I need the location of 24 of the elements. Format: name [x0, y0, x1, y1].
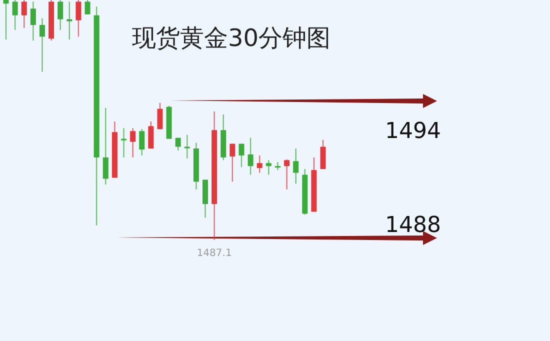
candlestick — [30, 1, 36, 42]
candlestick — [120, 128, 126, 158]
candlestick — [274, 162, 280, 171]
text: 1488 — [385, 213, 441, 238]
candlestick — [175, 137, 181, 152]
candlestick — [320, 139, 326, 170]
candlestick — [266, 160, 272, 176]
candlestick — [66, 1, 72, 40]
candlestick — [293, 148, 299, 184]
candlestick — [139, 128, 145, 156]
candlestick — [284, 158, 290, 190]
candlestick — [157, 102, 163, 130]
candlestick — [248, 137, 254, 176]
text: 1487.1 — [196, 248, 232, 259]
text: 现货黄金30分钟图 — [132, 24, 331, 52]
candlestick — [102, 107, 108, 186]
candlestick — [39, 18, 45, 72]
candlestick — [230, 143, 236, 182]
candlestick — [130, 128, 136, 158]
candlestick — [256, 154, 262, 174]
candlestick — [238, 143, 244, 168]
text: 1494 — [385, 119, 441, 144]
candlestick — [148, 120, 154, 150]
candlestick — [184, 134, 190, 160]
